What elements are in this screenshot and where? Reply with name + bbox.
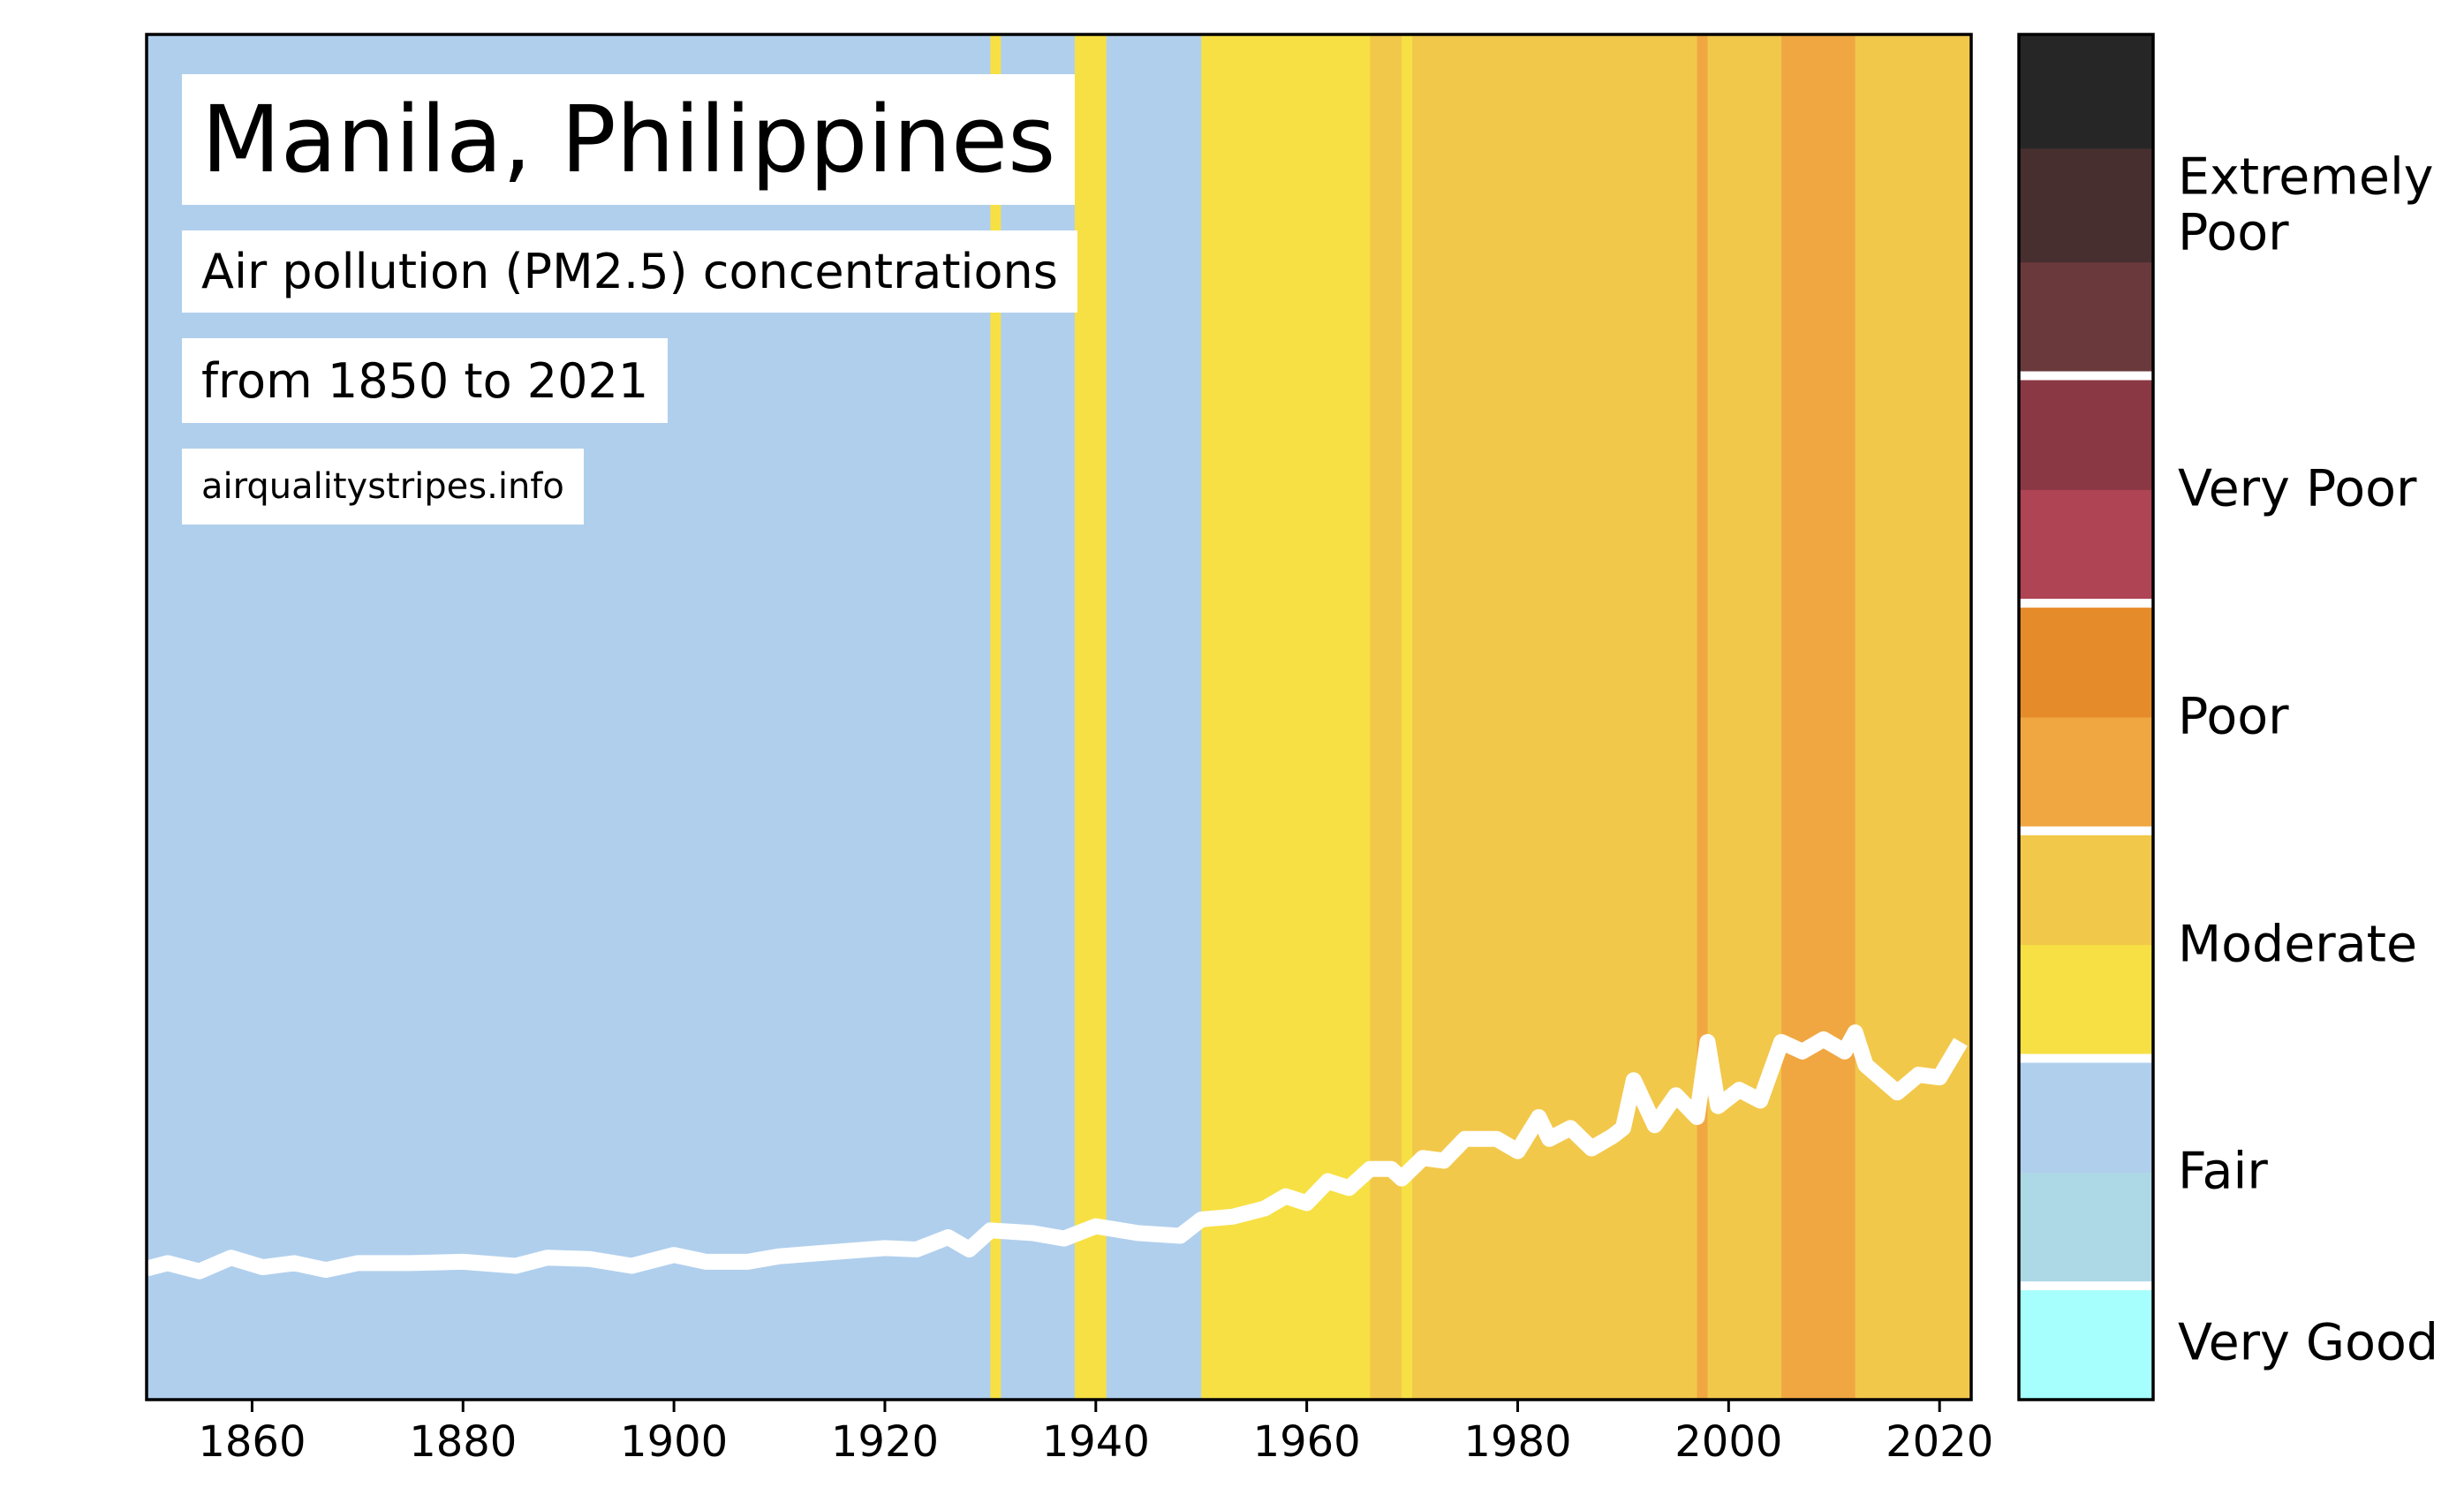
stripe (1707, 34, 1782, 1400)
colorbar-level (2019, 1058, 2153, 1173)
colorbar-level (2019, 830, 2153, 946)
colorbar-level (2019, 1172, 2153, 1287)
x-tick-label: 1900 (620, 1417, 728, 1467)
colorbar-level (2019, 34, 2153, 149)
stripe (1370, 34, 1402, 1400)
stripe (1201, 34, 1371, 1400)
period-note: from 1850 to 2021 (182, 338, 669, 423)
colorbar-level (2019, 375, 2153, 490)
x-tick-label: 1920 (831, 1417, 939, 1467)
colorbar-label: Fair (2178, 1142, 2268, 1201)
stripe (1412, 34, 1698, 1400)
source-note: airqualitystripes.info (182, 449, 584, 525)
chart-subtitle: Air pollution (PM2.5) concentrations (182, 230, 1077, 313)
colorbar-level (2019, 489, 2153, 604)
x-tick-label: 1880 (409, 1417, 517, 1467)
pollution-line (144, 1024, 1968, 1280)
colorbar-frame (2017, 33, 2155, 1401)
chart-title: Manila, Philippines (182, 74, 1076, 205)
colorbar-label: Poor (2178, 687, 2289, 746)
x-tick-label: 2000 (1674, 1417, 1782, 1467)
colorbar-label: Moderate (2178, 915, 2418, 974)
colorbar-level (2019, 147, 2153, 263)
colorbar-label: Very Poor (2178, 459, 2417, 518)
colorbar-level (2019, 1286, 2153, 1401)
colorbar-label: Extremely Poor (2178, 147, 2434, 262)
x-tick-label: 1960 (1253, 1417, 1361, 1467)
x-tick-label: 2020 (1886, 1417, 1993, 1467)
colorbar-level (2019, 261, 2153, 376)
colorbar-level (2019, 944, 2153, 1059)
x-tick-label: 1860 (198, 1417, 306, 1467)
colorbar-level (2019, 603, 2153, 718)
x-tick-label: 1980 (1463, 1417, 1571, 1467)
colorbar-label: Very Good (2178, 1313, 2439, 1372)
stripe (1074, 34, 1107, 1400)
stripe (990, 34, 1001, 1400)
stripe (1402, 34, 1413, 1400)
stripe (1106, 34, 1202, 1400)
stripe (1781, 34, 1856, 1400)
colorbar-level (2019, 717, 2153, 832)
plot-frame (145, 33, 1973, 1401)
x-tick-label: 1940 (1042, 1417, 1150, 1467)
stripe (1855, 34, 1972, 1400)
stripe (1697, 34, 1708, 1400)
